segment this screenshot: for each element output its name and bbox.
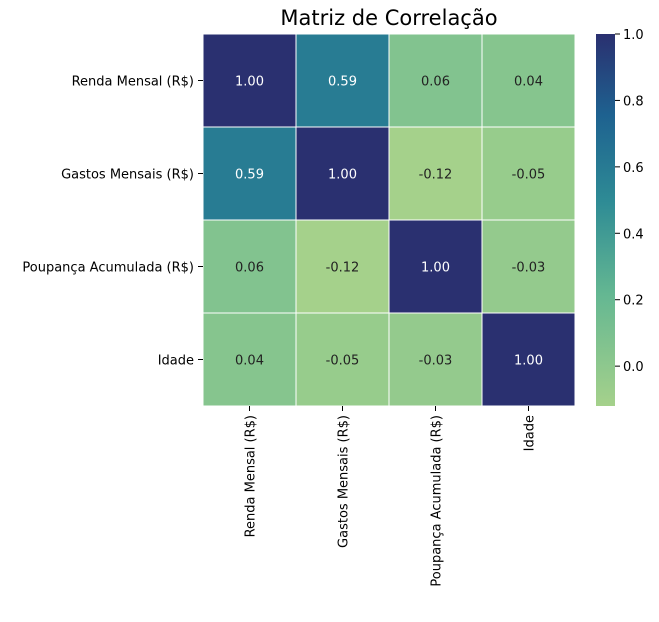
heatmap-cell	[202, 312, 297, 407]
cell-value-label: 0.04	[514, 75, 543, 90]
cell-value-label: 0.04	[235, 354, 264, 369]
cell-value-label: -0.03	[419, 354, 453, 369]
heatmap-cells: 1.00 0.59 0.06 0.04 0.59 1.00 -0.12 -0.05 0.06 -0…	[202, 33, 576, 407]
cell-value-label: -0.05	[326, 354, 360, 369]
colorbar-tick-label: 0.8	[623, 94, 644, 109]
heatmap-cell	[481, 33, 576, 128]
y-tick-label: Gastos Mensais (R$)	[61, 168, 194, 183]
heatmap-cell	[295, 126, 390, 221]
y-tick-label: Poupança Acumulada (R$)	[22, 261, 194, 276]
colorbar-tick-label: 1.0	[623, 28, 644, 43]
cell-value-label: 1.00	[235, 75, 264, 90]
cell-value-label: -0.05	[512, 168, 546, 183]
cell-value-label: 1.00	[328, 168, 357, 183]
colorbar-gradient	[596, 34, 615, 406]
y-tick-label: Idade	[158, 354, 194, 369]
colorbar-tick-label: 0.4	[623, 227, 644, 242]
cell-value-label: -0.12	[419, 168, 453, 183]
x-tick-label: Poupança Acumulada (R$)	[430, 415, 445, 587]
colorbar-tick-label: 0.0	[623, 360, 644, 375]
cell-value-label: -0.12	[326, 261, 360, 276]
heatmap-cell	[202, 33, 297, 128]
chart-title: Matriz de Correlação	[280, 6, 497, 30]
heatmap-cell	[295, 219, 390, 314]
heatmap-cell	[388, 33, 483, 128]
cell-value-label: 1.00	[514, 354, 543, 369]
colorbar-tick-label: 0.6	[623, 161, 644, 176]
colorbar: 0.0 0.2 0.4 0.6 0.8 1.0	[596, 28, 644, 406]
heatmap-cell	[481, 219, 576, 314]
heatmap-cell	[388, 312, 483, 407]
heatmap-cell	[295, 312, 390, 407]
heatmap-cell	[202, 126, 297, 221]
heatmap-cell	[481, 312, 576, 407]
y-axis: Renda Mensal (R$) Gastos Mensais (R$) Poup…	[22, 75, 203, 369]
y-tick-label: Renda Mensal (R$)	[72, 75, 194, 90]
colorbar-tick-label: 0.2	[623, 294, 644, 309]
cell-value-label: 0.06	[421, 75, 450, 90]
cell-value-label: -0.03	[512, 261, 546, 276]
cell-value-label: 1.00	[421, 261, 450, 276]
x-tick-label: Renda Mensal (R$)	[244, 415, 259, 537]
cell-value-label: 0.59	[235, 168, 264, 183]
x-tick-label: Idade	[523, 415, 538, 451]
cell-value-label: 0.06	[235, 261, 264, 276]
x-axis: Renda Mensal (R$) Gastos Mensais (R$) Poup…	[244, 406, 538, 587]
cell-value-label: 0.59	[328, 75, 357, 90]
x-tick-label: Gastos Mensais (R$)	[337, 415, 352, 548]
heatmap-cell	[295, 33, 390, 128]
heatmap-cell	[481, 126, 576, 221]
